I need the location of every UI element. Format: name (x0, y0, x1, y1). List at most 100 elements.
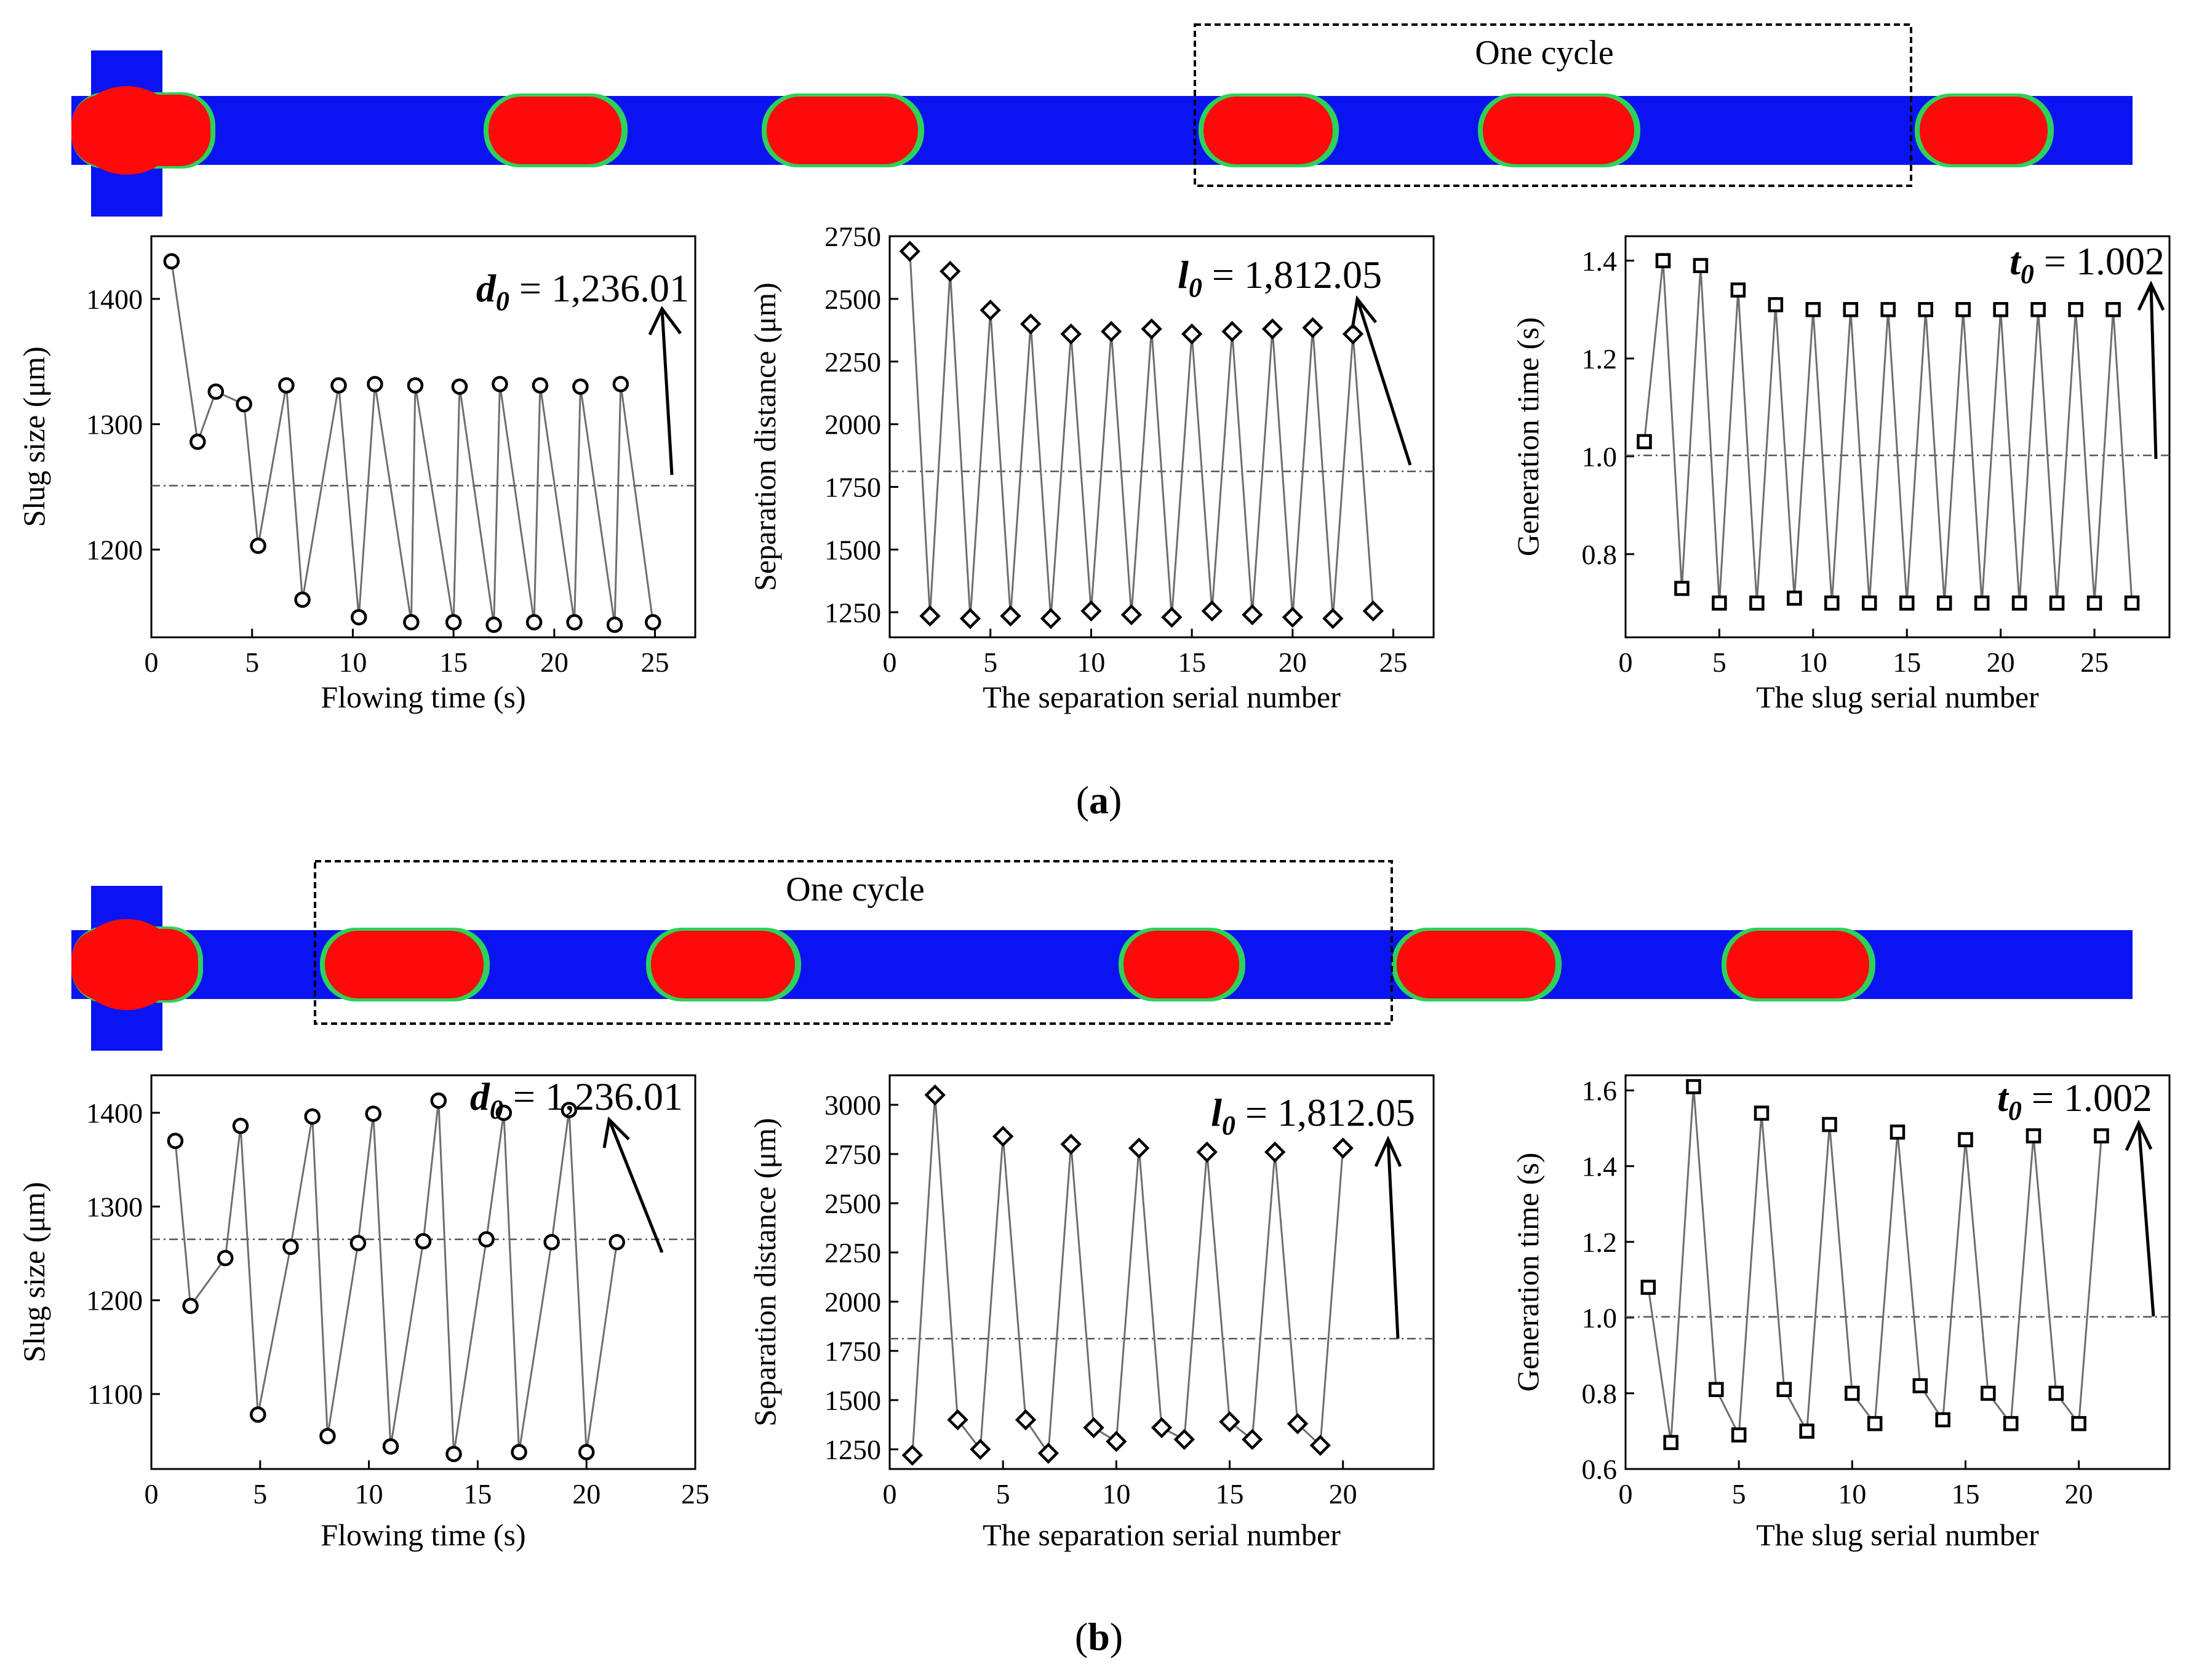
data-point-12 (415, 1233, 432, 1249)
data-point-2 (1663, 1435, 1678, 1451)
annotation-l0: l0 = 1,812.05 (1178, 253, 1382, 303)
y-axis-label: Slug size (μm) (17, 346, 51, 527)
data-point-5 (1712, 595, 1727, 611)
x-tick-label: 5 (983, 647, 997, 678)
annotation-arrow (2137, 281, 2165, 460)
data-point-10 (365, 1105, 381, 1122)
data-point-27 (2124, 595, 2140, 611)
annotation-arrow (648, 306, 682, 476)
data-point-20 (578, 1444, 595, 1460)
annotation-symbol: d (476, 266, 497, 310)
x-tick-label: 0 (1619, 1478, 1633, 1510)
data-point-4 (970, 1438, 991, 1460)
data-point-8 (330, 377, 347, 394)
data-point-10 (1080, 600, 1102, 622)
data-point-10 (1106, 1431, 1127, 1452)
cycle-label-a: One cycle (1475, 34, 1613, 72)
data-point-14 (1880, 302, 1896, 317)
x-tick-label: 5 (245, 647, 259, 678)
slugs-b (71, 919, 1875, 1010)
caption-letter: a (1089, 778, 1109, 822)
annotation-l0: l0 = 1,812.05 (1211, 1091, 1415, 1141)
y-axis-label: Generation time (s) (1511, 1153, 1545, 1392)
panel-a: One cycle 0 5 10 15 20 25 1200 1300 1400 Flowing… (17, 23, 2171, 822)
annotation-sub: 0 (2008, 1096, 2022, 1126)
data-point-13 (1141, 318, 1162, 340)
annotation-d0: d0 = 1,236.01 (470, 1075, 683, 1125)
cycle-label-b: One cycle (786, 870, 924, 909)
data-point-8 (1060, 1133, 1082, 1155)
x-tick-label: 20 (540, 647, 569, 678)
x-tick-label: 10 (355, 1478, 383, 1510)
x-axis-label: Flowing time (s) (321, 1518, 525, 1552)
chart-b2: 0 5 10 15 20 1250 1500 1750 2000 2250 2500 2750 3000… (748, 1074, 1435, 1552)
annotation-sub: 0 (1189, 273, 1202, 303)
data-point-17 (1264, 1141, 1286, 1163)
data-point-19 (561, 1102, 578, 1118)
x-tick-label: 20 (1987, 647, 2015, 678)
y-tick-label: 1.0 (1582, 441, 1618, 472)
data-point-7 (1037, 1443, 1060, 1464)
data-point-4 (1693, 258, 1709, 273)
slug-b-3 (1123, 931, 1239, 998)
data-point-24 (2068, 302, 2083, 317)
data-point-9 (1083, 1417, 1104, 1438)
annotation-t0: t0 = 1.002 (1997, 1076, 2152, 1126)
x-tick-label: 25 (2080, 647, 2109, 678)
data-point-15 (478, 1231, 495, 1248)
y-axis-label: Slug size (μm) (17, 1182, 51, 1362)
data-point-22 (2030, 302, 2046, 317)
data-point-13 (430, 1092, 447, 1109)
data-point-11 (1867, 1415, 1883, 1431)
annotation-sub: 0 (2021, 259, 2034, 289)
series-line (174, 1100, 618, 1454)
main-channel-a (71, 96, 2133, 165)
data-point-1 (899, 241, 920, 262)
data-point-10 (1805, 302, 1821, 317)
data-point-7 (1020, 313, 1042, 335)
data-point-2 (190, 433, 206, 450)
x-tick-label: 15 (463, 1478, 492, 1510)
data-point-11 (1100, 320, 1122, 343)
x-tick-label: 25 (641, 647, 669, 678)
series-line (909, 251, 1375, 619)
data-point-11 (382, 1438, 399, 1455)
x-tick-label: 10 (338, 647, 367, 678)
annotation-symbol: l (1211, 1091, 1222, 1134)
annotation-sub: 0 (1222, 1110, 1235, 1141)
data-point-9 (1060, 323, 1082, 345)
plot-frame (150, 1074, 696, 1470)
data-point-7 (294, 591, 311, 608)
data-point-23 (1342, 323, 1364, 345)
data-point-5 (980, 300, 1001, 321)
data-point-16 (495, 1104, 513, 1121)
annotation-arrow (2125, 1120, 2155, 1317)
data-point-17 (1936, 595, 1952, 611)
y-tick-label: 0.8 (1582, 539, 1618, 570)
y-axis-label: Separation distance (μm) (748, 1118, 782, 1427)
data-point-12 (1120, 604, 1143, 626)
data-point-15 (1958, 1132, 1973, 1147)
data-point-26 (2105, 302, 2121, 317)
data-point-21 (609, 1233, 625, 1251)
data-point-24 (1362, 600, 1384, 622)
y-tick-label: 1750 (824, 472, 881, 503)
data-point-19 (566, 614, 583, 631)
data-point-10 (367, 376, 383, 392)
y-tick-label: 1250 (824, 1434, 881, 1465)
data-point-2 (924, 1084, 946, 1106)
x-tick-label: 5 (996, 1478, 1010, 1510)
series-line (170, 261, 654, 625)
data-point-3 (1686, 1079, 1701, 1094)
data-point-15 (1899, 595, 1915, 611)
y-tick-label: 1250 (824, 597, 881, 628)
x-axis-label: The separation serial number (983, 1518, 1341, 1552)
x-tick-label: 0 (145, 647, 159, 678)
y-tick-label: 1400 (86, 1097, 143, 1129)
caption-a: (a) (1076, 778, 1122, 822)
annotation-arrow (1351, 295, 1412, 466)
data-point-9 (1787, 591, 1802, 606)
x-tick-label: 10 (1838, 1478, 1866, 1510)
data-point-18 (532, 377, 549, 394)
y-tick-label: 1.2 (1582, 1227, 1618, 1258)
